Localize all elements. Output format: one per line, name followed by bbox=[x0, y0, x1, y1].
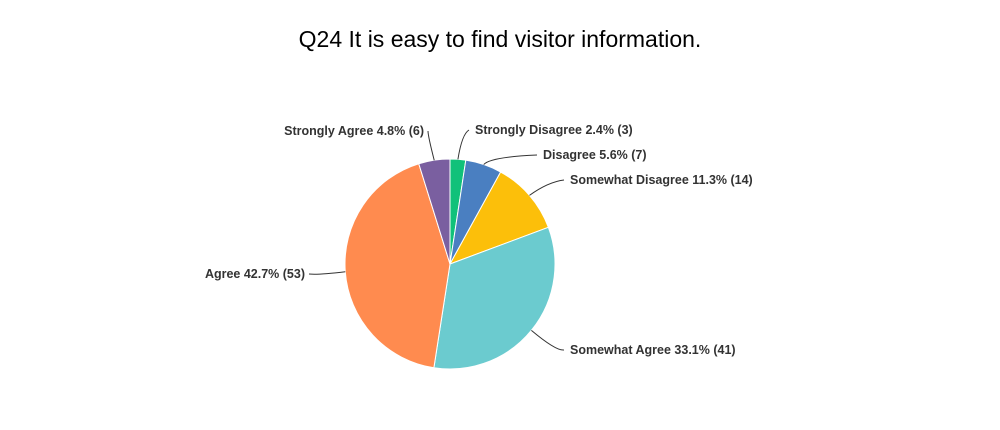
slice-labels: Strongly Disagree 2.4% (3) Disagree 5.6% … bbox=[205, 123, 753, 357]
chart-title: Q24 It is easy to find visitor informati… bbox=[299, 26, 702, 52]
slice-label-disagree: Disagree 5.6% (7) bbox=[543, 148, 647, 162]
slice-label-strongly-disagree: Strongly Disagree 2.4% (3) bbox=[475, 123, 633, 137]
leader-lines bbox=[308, 129, 565, 351]
pie-slices bbox=[344, 158, 556, 370]
leader-line-strongly-agree bbox=[427, 130, 435, 161]
leader-line-agree bbox=[308, 271, 346, 275]
leader-line-somewhat-disagree bbox=[529, 179, 565, 196]
slice-label-somewhat-disagree: Somewhat Disagree 11.3% (14) bbox=[570, 173, 753, 187]
leader-line-strongly-disagree bbox=[457, 129, 470, 160]
pie-slice-strongly-agree bbox=[418, 158, 451, 265]
slice-label-agree: Agree 42.7% (53) bbox=[205, 267, 305, 281]
pie-slice-somewhat-disagree bbox=[448, 171, 550, 265]
leader-line-somewhat-agree bbox=[531, 329, 565, 351]
slice-label-somewhat-agree: Somewhat Agree 33.1% (41) bbox=[570, 343, 736, 357]
leader-line-disagree bbox=[483, 154, 538, 165]
slice-label-strongly-agree: Strongly Agree 4.8% (6) bbox=[284, 124, 424, 138]
